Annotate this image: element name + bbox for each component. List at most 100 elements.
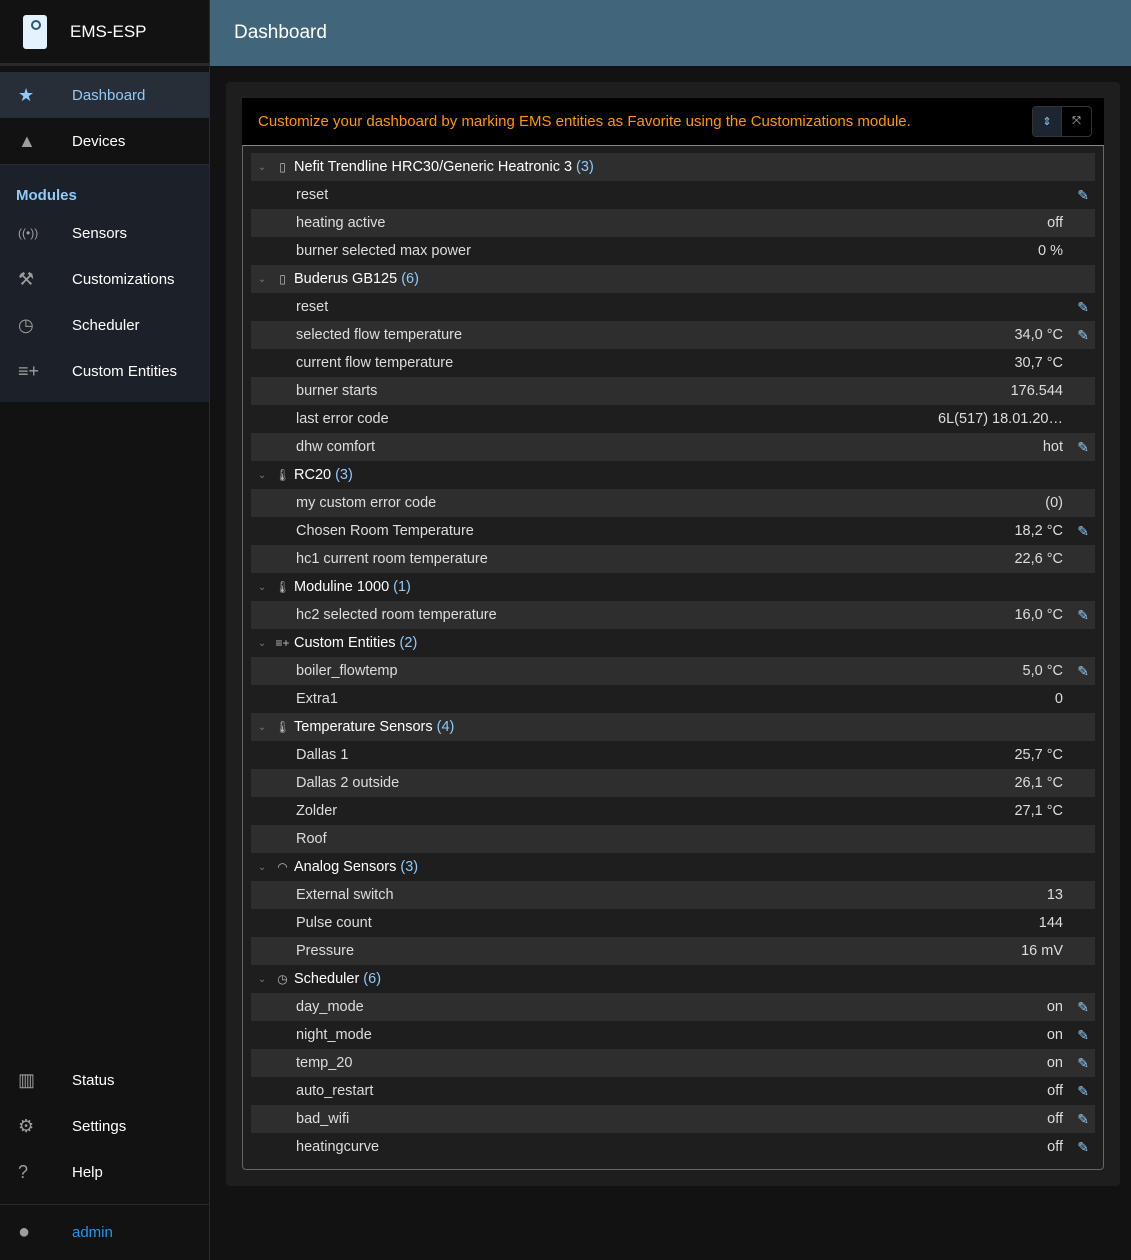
nav-status[interactable]: ▥ Status	[0, 1057, 209, 1103]
dashboard-card: Customize your dashboard by marking EMS …	[226, 82, 1120, 1186]
entity-row: dhw comfort hot ✎	[251, 433, 1095, 461]
entity-name: current flow temperature	[296, 355, 454, 371]
entity-name: selected flow temperature	[296, 327, 463, 343]
nav-settings[interactable]: ⚙ Settings	[0, 1103, 209, 1149]
group-count: (6)	[401, 271, 419, 287]
entity-value: hot	[1042, 439, 1063, 455]
entity-name: Pulse count	[296, 915, 372, 931]
chevron-down-icon[interactable]: ⌄	[257, 637, 267, 649]
entity-name: Extra1	[296, 691, 338, 707]
entity-name: Roof	[296, 831, 327, 847]
entity-name: Zolder	[296, 803, 338, 819]
assessment-icon: ▥	[18, 1069, 36, 1090]
entity-value: off	[1047, 1083, 1063, 1099]
group-name: Moduline 1000 (1)	[294, 579, 411, 595]
chevron-down-icon[interactable]: ⌄	[257, 861, 267, 873]
group-row[interactable]: ⌄ ≡+ Custom Entities (2)	[251, 629, 1095, 657]
entity-row: Extra1 0	[251, 685, 1095, 713]
nav-sensors[interactable]: ((•)) Sensors	[0, 210, 209, 256]
edit-icon[interactable]: ✎	[1077, 298, 1089, 315]
group-row[interactable]: ⌄ ◷ Scheduler (6)	[251, 965, 1095, 993]
entity-row: current flow temperature 30,7 °C	[251, 349, 1095, 377]
edit-icon[interactable]: ✎	[1077, 1082, 1089, 1099]
chevron-down-icon[interactable]: ⌄	[257, 469, 267, 481]
edit-icon[interactable]: ✎	[1077, 662, 1089, 679]
edit-icon[interactable]: ✎	[1077, 1026, 1089, 1043]
expand-all-button[interactable]: ⇕	[1033, 107, 1062, 136]
entity-row: night_mode on ✎	[251, 1021, 1095, 1049]
sensors-icon: ((•))	[18, 226, 39, 240]
nav-label: Customizations	[72, 270, 175, 288]
nav-custom-entities[interactable]: ≡+ Custom Entities	[0, 348, 209, 394]
boiler-icon: ▯	[279, 272, 286, 286]
edit-icon[interactable]: ✎	[1077, 326, 1089, 343]
nav-devices[interactable]: ▲ Devices	[0, 118, 209, 164]
entity-name: day_mode	[296, 999, 364, 1015]
star-icon: ★	[18, 84, 35, 105]
collapse-all-button[interactable]: ⤧	[1062, 107, 1091, 136]
group-count: (3)	[576, 159, 594, 175]
group-count: (4)	[436, 719, 455, 735]
group-row[interactable]: ⌄ ▯ Nefit Trendline HRC30/Generic Heatroni…	[251, 153, 1095, 181]
edit-icon[interactable]: ✎	[1077, 1054, 1089, 1071]
group-count: (3)	[400, 859, 419, 875]
chevron-down-icon[interactable]: ⌄	[257, 161, 267, 173]
entity-row: reset ✎	[251, 293, 1095, 321]
edit-icon[interactable]: ✎	[1077, 186, 1089, 203]
entity-name: Pressure	[296, 943, 355, 959]
entity-row: last error code 6L(517) 18.01.20…	[251, 405, 1095, 433]
edit-icon[interactable]: ✎	[1077, 1138, 1089, 1155]
edit-icon[interactable]: ✎	[1077, 438, 1089, 455]
boiler-logo-icon	[23, 14, 47, 49]
chevron-down-icon[interactable]: ⌄	[257, 581, 267, 593]
edit-icon[interactable]: ✎	[1077, 1110, 1089, 1127]
entity-value: 26,1 °C	[1014, 775, 1063, 791]
entity-row: temp_20 on ✎	[251, 1049, 1095, 1077]
category-icon: ▲	[18, 130, 36, 151]
group-name: Analog Sensors (3)	[294, 859, 418, 875]
group-name: Buderus GB125 (6)	[294, 271, 419, 287]
entity-name: reset	[296, 299, 329, 315]
entity-row: External switch 13	[251, 881, 1095, 909]
group-row[interactable]: ⌄ ◠ Analog Sensors (3)	[251, 853, 1095, 881]
entity-name: Dallas 1	[296, 747, 349, 763]
more-time-icon: ◷	[18, 314, 34, 335]
user-name[interactable]: admin	[72, 1224, 113, 1241]
group-name: Scheduler (6)	[294, 971, 381, 987]
more-time-icon: ◷	[277, 972, 288, 986]
entity-row: day_mode on ✎	[251, 993, 1095, 1021]
boiler-icon: ▯	[279, 160, 286, 174]
edit-icon[interactable]: ✎	[1077, 998, 1089, 1015]
group-row[interactable]: ⌄ 🌡 RC20 (3)	[251, 461, 1095, 489]
entity-row: reset ✎	[251, 181, 1095, 209]
nav-scheduler[interactable]: ◷ Scheduler	[0, 302, 209, 348]
entity-row: my custom error code (0)	[251, 489, 1095, 517]
entity-value: on	[1046, 1027, 1063, 1043]
edit-icon[interactable]: ✎	[1077, 522, 1089, 539]
edit-icon[interactable]: ✎	[1077, 606, 1089, 623]
group-name: Custom Entities (2)	[294, 635, 417, 651]
entity-name: hc1 current room temperature	[296, 551, 488, 567]
entity-row: heatingcurve off ✎	[251, 1133, 1095, 1161]
thermometer-icon: 🌡	[274, 720, 291, 734]
app-title: EMS-ESP	[70, 21, 147, 41]
chevron-down-icon[interactable]: ⌄	[257, 273, 267, 285]
chevron-down-icon[interactable]: ⌄	[257, 973, 267, 985]
entity-value: 176.544	[1010, 383, 1063, 399]
nav-label: Devices	[72, 132, 126, 150]
entities-tree: ⌄ ▯ Nefit Trendline HRC30/Generic Heatroni…	[242, 145, 1104, 1170]
entity-row: heating active off	[251, 209, 1095, 237]
modules-title: Modules	[16, 187, 77, 204]
nav-dashboard[interactable]: ★ Dashboard	[0, 72, 209, 118]
chevron-down-icon[interactable]: ⌄	[257, 721, 267, 733]
group-count: (6)	[363, 971, 382, 987]
nav-customizations[interactable]: ⚒ Customizations	[0, 256, 209, 302]
entity-name: dhw comfort	[296, 439, 375, 455]
group-row[interactable]: ⌄ 🌡 Temperature Sensors (4)	[251, 713, 1095, 741]
group-row[interactable]: ⌄ 🌡 Moduline 1000 (1)	[251, 573, 1095, 601]
group-row[interactable]: ⌄ ▯ Buderus GB125 (6)	[251, 265, 1095, 293]
entity-row: bad_wifi off ✎	[251, 1105, 1095, 1133]
user-menu[interactable]: ● admin	[0, 1204, 209, 1260]
nav-help[interactable]: ? Help	[0, 1149, 209, 1195]
entity-row: burner selected max power 0 %	[251, 237, 1095, 265]
